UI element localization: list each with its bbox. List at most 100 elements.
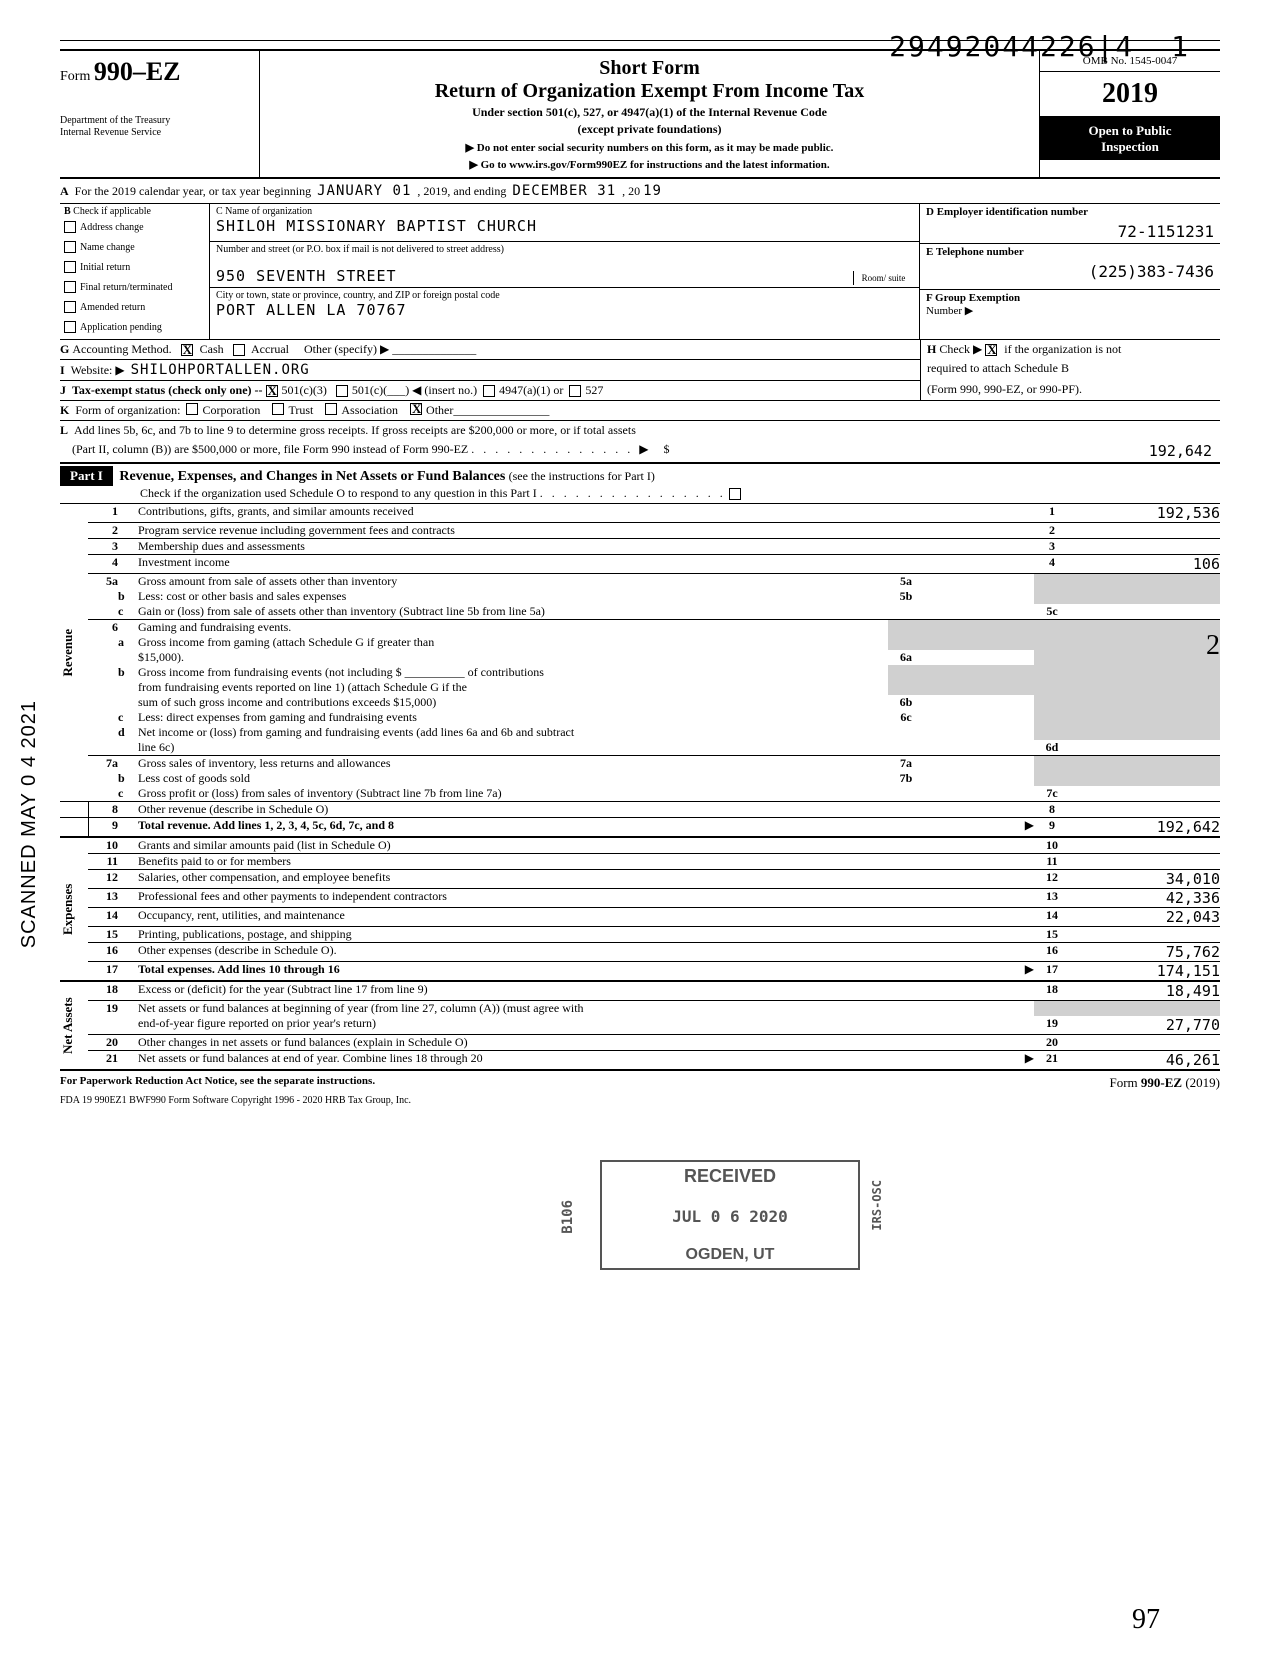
r6d-n: d [118, 725, 138, 740]
f-lbl2: Number ▶ [926, 305, 973, 317]
r17-n: 17 [88, 962, 118, 982]
c-name-lbl: C Name of organization [216, 206, 905, 217]
subtitle: Under section 501(c), 527, or 4947(a)(1)… [268, 105, 1031, 120]
chk-address[interactable] [64, 221, 76, 233]
chk-4947[interactable] [483, 385, 495, 397]
r17-box: 17 [1034, 962, 1070, 982]
part1-grid: Revenue 1 Contributions, gifts, grants, … [60, 504, 1220, 1071]
r11-box: 11 [1034, 854, 1070, 870]
g-cash: Cash [200, 342, 224, 356]
r14-amt: 22,043 [1070, 908, 1220, 927]
col-b: B Check if applicable Address change Nam… [60, 204, 210, 339]
r7c-amt [1070, 786, 1220, 802]
r19-d: Net assets or fund balances at beginning… [138, 1001, 584, 1015]
r3-box: 3 [1034, 539, 1070, 555]
r1-d: Contributions, gifts, grants, and simila… [138, 504, 414, 518]
r2-n: 2 [88, 523, 118, 539]
chk-corp[interactable] [186, 403, 198, 415]
r19-n: 19 [88, 1001, 118, 1017]
b-opt-5: Application pending [80, 322, 162, 333]
chk-assoc[interactable] [325, 403, 337, 415]
chk-name[interactable] [64, 241, 76, 253]
r20-d: Other changes in net assets or fund bala… [138, 1035, 468, 1049]
dln: 29492044226|4 1 [889, 30, 1190, 63]
r6b-n: b [118, 665, 138, 680]
form-number: 990–EZ [94, 57, 181, 86]
j-o1: 501(c)(3) [282, 383, 327, 397]
r15-n: 15 [88, 927, 118, 943]
r20-box: 20 [1034, 1035, 1070, 1051]
dln-main: 29492044226|4 [889, 30, 1134, 63]
stamp-loc: OGDEN, UT [606, 1246, 854, 1264]
footer-right: Form 990-EZ (2019) [1109, 1075, 1220, 1091]
r6c-d: Less: direct expenses from gaming and fu… [138, 710, 417, 724]
r14-d: Occupancy, rent, utilities, and maintena… [138, 908, 345, 922]
k-o1: Corporation [202, 403, 260, 418]
r6-n: 6 [88, 620, 118, 636]
r7b-d: Less cost of goods sold [138, 771, 250, 785]
b-opt-1: Name change [80, 242, 135, 253]
r14-box: 14 [1034, 908, 1070, 927]
d-lbl: D Employer identification number [926, 206, 1088, 218]
dept-2: Internal Revenue Service [60, 127, 251, 139]
col-c: C Name of organization SHILOH MISSIONARY… [210, 204, 920, 339]
chk-final[interactable] [64, 281, 76, 293]
c-city-lbl: City or town, state or province, country… [216, 290, 905, 301]
r9-d: Total revenue. Add lines 1, 2, 3, 4, 5c,… [138, 818, 394, 832]
chk-pending[interactable] [64, 321, 76, 333]
l-1: Add lines 5b, 6c, and 7b to line 9 to de… [74, 423, 636, 437]
r6b-ibox: 6b [888, 695, 924, 710]
k-o3: Association [341, 403, 398, 418]
r10-n: 10 [88, 837, 118, 854]
h-txt3: required to attach Schedule B [927, 361, 1069, 375]
chk-501c3[interactable] [266, 385, 278, 397]
side-expenses: Expenses [60, 837, 88, 981]
r4-d: Investment income [138, 555, 230, 569]
r6a-ibox: 6a [888, 650, 924, 665]
r6a-d2: $15,000). [138, 650, 184, 664]
r21-amt: 46,261 [1070, 1051, 1220, 1071]
dln-suffix: 1 [1171, 30, 1190, 63]
r18-n: 18 [88, 981, 118, 1001]
b-opt-3: Final return/terminated [80, 282, 172, 293]
chk-other-org[interactable] [410, 403, 422, 415]
irs-osc-stamp: IRS-OSC [870, 1180, 884, 1231]
footer-sw: FDA 19 990EZ1 BWF990 Form Software Copyr… [60, 1095, 1220, 1106]
r3-amt [1070, 539, 1220, 555]
header-mid: Short Form Return of Organization Exempt… [260, 51, 1040, 177]
chk-accrual[interactable] [233, 344, 245, 356]
side-netassets: Net Assets [60, 981, 88, 1070]
chk-sched-o[interactable] [729, 488, 741, 500]
phone: (225)383-7436 [926, 262, 1214, 281]
chk-amended[interactable] [64, 301, 76, 313]
r6b-d3: from fundraising events reported on line… [138, 680, 467, 694]
footer-left: For Paperwork Reduction Act Notice, see … [60, 1075, 375, 1091]
r5b-n: b [118, 589, 138, 604]
r12-n: 12 [88, 870, 118, 889]
j-o3: 4947(a)(1) or [499, 383, 563, 397]
col-de: D Employer identification number 72-1151… [920, 204, 1220, 339]
room-lbl: Room/ suite [853, 271, 913, 285]
r7c-n: c [118, 786, 138, 802]
r1-box: 1 [1034, 504, 1070, 523]
r4-n: 4 [88, 555, 118, 574]
r21-d: Net assets or fund balances at end of ye… [138, 1051, 483, 1065]
r6d-amt [1070, 740, 1220, 756]
chk-527[interactable] [569, 385, 581, 397]
r20-n: 20 [88, 1035, 118, 1051]
h-txt2: if the organization is not [1004, 342, 1121, 356]
r16-d: Other expenses (describe in Schedule O). [138, 943, 337, 957]
received-stamp: RECEIVED JUL 0 6 2020 OGDEN, UT [600, 1160, 860, 1270]
chk-501c[interactable] [336, 385, 348, 397]
r18-box: 18 [1034, 981, 1070, 1001]
warn: ▶ Do not enter social security numbers o… [268, 141, 1031, 154]
r15-amt [1070, 927, 1220, 943]
chk-cash[interactable] [181, 344, 193, 356]
chk-sched-b[interactable] [985, 344, 997, 356]
chk-initial[interactable] [64, 261, 76, 273]
chk-trust[interactable] [272, 403, 284, 415]
r19-amt: 27,770 [1070, 1016, 1220, 1035]
b-opt-4: Amended return [80, 302, 145, 313]
k-o2: Trust [288, 403, 313, 418]
r6-d: Gaming and fundraising events. [138, 620, 291, 634]
